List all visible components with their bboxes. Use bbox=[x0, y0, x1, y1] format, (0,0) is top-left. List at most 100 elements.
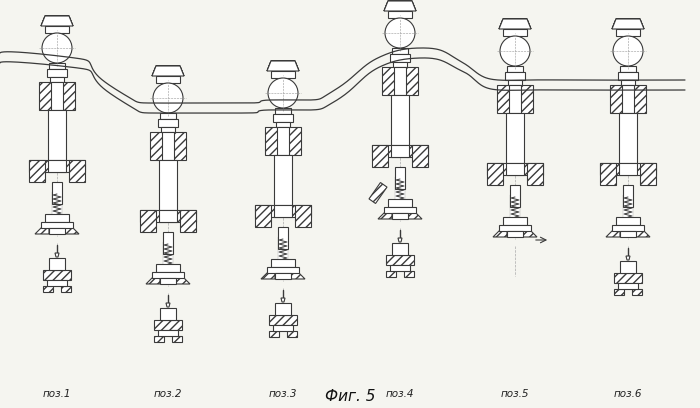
Bar bbox=[487, 163, 503, 185]
Bar bbox=[394, 67, 406, 95]
Bar bbox=[391, 95, 409, 145]
Bar bbox=[527, 163, 543, 185]
Bar bbox=[48, 110, 66, 160]
Bar bbox=[158, 119, 178, 127]
Bar bbox=[277, 127, 289, 155]
Polygon shape bbox=[612, 19, 644, 29]
Polygon shape bbox=[166, 303, 170, 307]
Bar bbox=[382, 67, 418, 95]
Bar bbox=[271, 259, 295, 267]
Polygon shape bbox=[384, 1, 416, 11]
Bar bbox=[404, 271, 414, 277]
Bar bbox=[267, 267, 299, 273]
Bar bbox=[61, 286, 71, 292]
Bar bbox=[614, 273, 642, 283]
Bar bbox=[269, 315, 297, 325]
Bar bbox=[390, 54, 410, 62]
Bar bbox=[622, 85, 634, 113]
Polygon shape bbox=[378, 213, 392, 219]
Bar bbox=[255, 205, 271, 227]
Polygon shape bbox=[499, 19, 531, 29]
Bar bbox=[612, 225, 644, 231]
Bar bbox=[620, 231, 636, 237]
Bar bbox=[275, 108, 291, 114]
Polygon shape bbox=[35, 228, 49, 234]
Bar bbox=[619, 163, 637, 175]
Polygon shape bbox=[267, 61, 299, 71]
Polygon shape bbox=[291, 273, 305, 279]
Polygon shape bbox=[152, 66, 184, 76]
Bar bbox=[156, 264, 180, 272]
Bar bbox=[503, 29, 527, 36]
Bar bbox=[269, 331, 279, 337]
Circle shape bbox=[268, 78, 298, 108]
Bar bbox=[372, 145, 388, 167]
Text: поз.3: поз.3 bbox=[269, 389, 298, 399]
Circle shape bbox=[153, 83, 183, 113]
Bar bbox=[384, 207, 416, 213]
Bar bbox=[43, 270, 71, 280]
Bar bbox=[152, 272, 184, 278]
Bar bbox=[51, 82, 63, 110]
Bar bbox=[41, 222, 73, 228]
Bar bbox=[47, 69, 67, 77]
Bar bbox=[275, 303, 291, 315]
Bar bbox=[278, 237, 288, 261]
Polygon shape bbox=[384, 1, 416, 11]
Bar bbox=[172, 336, 182, 342]
Polygon shape bbox=[523, 231, 537, 237]
Text: поз.6: поз.6 bbox=[614, 389, 643, 399]
Polygon shape bbox=[369, 182, 387, 204]
Bar bbox=[274, 205, 292, 217]
Bar bbox=[510, 185, 520, 207]
Bar bbox=[499, 225, 531, 231]
Bar bbox=[619, 113, 637, 163]
Text: поз.4: поз.4 bbox=[386, 389, 414, 399]
Bar bbox=[160, 113, 176, 119]
Bar bbox=[52, 192, 62, 216]
Polygon shape bbox=[176, 278, 190, 284]
Bar bbox=[180, 210, 196, 232]
Polygon shape bbox=[499, 19, 531, 29]
Bar bbox=[388, 11, 412, 18]
Bar bbox=[372, 145, 428, 157]
Polygon shape bbox=[41, 16, 73, 26]
Bar bbox=[43, 286, 53, 292]
Bar bbox=[47, 280, 67, 286]
Bar bbox=[150, 132, 186, 160]
Bar bbox=[140, 210, 196, 222]
Bar bbox=[600, 163, 616, 185]
Bar bbox=[620, 261, 636, 273]
Bar bbox=[412, 145, 428, 167]
Bar bbox=[390, 265, 410, 271]
Bar bbox=[156, 76, 180, 83]
Bar bbox=[614, 289, 624, 295]
Bar bbox=[49, 63, 65, 69]
Circle shape bbox=[42, 33, 72, 63]
Bar bbox=[616, 29, 640, 36]
Bar bbox=[386, 255, 414, 265]
Bar bbox=[154, 320, 182, 330]
Polygon shape bbox=[146, 278, 160, 284]
Polygon shape bbox=[398, 238, 402, 242]
Bar bbox=[273, 325, 293, 331]
Bar bbox=[395, 167, 405, 189]
Text: Фиг. 5: Фиг. 5 bbox=[325, 389, 375, 404]
Bar bbox=[391, 145, 409, 157]
Bar bbox=[159, 160, 177, 210]
Bar bbox=[45, 214, 69, 222]
Bar bbox=[140, 210, 156, 232]
Bar bbox=[163, 242, 173, 266]
Text: поз.5: поз.5 bbox=[500, 389, 529, 399]
Circle shape bbox=[613, 36, 643, 66]
Bar bbox=[632, 289, 642, 295]
Polygon shape bbox=[612, 19, 644, 29]
Bar bbox=[392, 243, 408, 255]
Bar bbox=[49, 258, 65, 270]
Bar bbox=[640, 163, 656, 185]
Bar bbox=[508, 80, 522, 85]
Polygon shape bbox=[152, 66, 184, 76]
Polygon shape bbox=[65, 228, 79, 234]
Bar bbox=[271, 71, 295, 78]
Bar bbox=[507, 231, 523, 237]
